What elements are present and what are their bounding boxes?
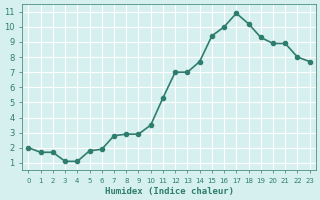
X-axis label: Humidex (Indice chaleur): Humidex (Indice chaleur) (105, 187, 234, 196)
